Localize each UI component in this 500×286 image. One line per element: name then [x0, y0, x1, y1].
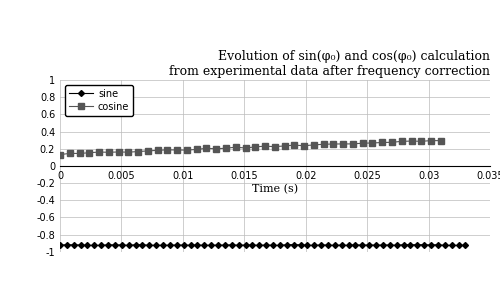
cosine — [262, 144, 268, 148]
cosine — [213, 147, 219, 150]
cosine — [272, 145, 278, 148]
cosine — [438, 139, 444, 142]
cosine — [408, 139, 414, 143]
sine — [126, 244, 132, 247]
cosine — [154, 149, 160, 152]
cosine — [135, 150, 141, 153]
cosine — [389, 141, 395, 144]
cosine — [164, 148, 170, 152]
X-axis label: Time (s): Time (s) — [252, 184, 298, 194]
cosine — [174, 148, 180, 152]
cosine — [370, 141, 376, 145]
cosine — [204, 146, 210, 150]
cosine — [428, 139, 434, 142]
sine — [174, 243, 180, 247]
cosine — [380, 141, 386, 144]
cosine — [340, 142, 346, 146]
sine — [202, 244, 207, 247]
cosine — [184, 148, 190, 152]
cosine — [242, 146, 248, 150]
cosine — [282, 144, 288, 148]
cosine — [194, 148, 200, 151]
cosine — [292, 143, 298, 147]
cosine — [233, 146, 239, 149]
cosine — [116, 150, 121, 154]
cosine — [418, 140, 424, 143]
cosine — [301, 144, 307, 148]
sine — [132, 243, 138, 246]
cosine — [145, 149, 151, 153]
sine — [462, 243, 468, 247]
cosine — [311, 143, 317, 147]
cosine — [96, 150, 102, 154]
cosine — [330, 142, 336, 146]
cosine — [67, 152, 73, 155]
cosine — [252, 145, 258, 149]
cosine — [86, 151, 92, 154]
Legend: sine, cosine: sine, cosine — [65, 85, 133, 116]
sine — [140, 243, 145, 247]
Text: Evolution of sin(φ₀) and cos(φ₀) calculation
from experimental data after freque: Evolution of sin(φ₀) and cos(φ₀) calcula… — [169, 49, 490, 78]
cosine — [320, 142, 326, 146]
cosine — [223, 146, 229, 150]
cosine — [360, 142, 366, 145]
cosine — [350, 142, 356, 146]
sine — [188, 244, 194, 247]
cosine — [399, 140, 405, 143]
Line: cosine: cosine — [57, 138, 444, 157]
sine — [57, 243, 63, 247]
cosine — [57, 153, 63, 156]
cosine — [126, 150, 132, 154]
sine — [325, 243, 331, 247]
cosine — [76, 152, 82, 155]
cosine — [106, 150, 112, 154]
sine — [208, 244, 214, 247]
Line: sine: sine — [58, 243, 468, 248]
